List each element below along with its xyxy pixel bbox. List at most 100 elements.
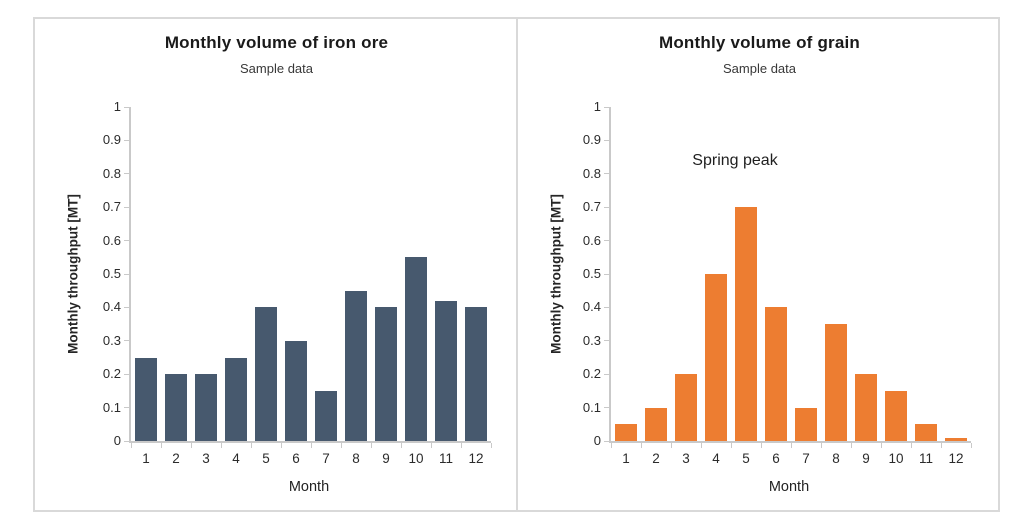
x-axis-label: Month xyxy=(288,479,330,495)
y-tick-label: 0.6 xyxy=(102,232,121,248)
y-tick-label: 0.7 xyxy=(582,199,601,215)
bar-month-10 xyxy=(885,390,907,441)
x-tick-label: 8 xyxy=(352,451,360,466)
x-tick-mark xyxy=(311,443,312,448)
x-tick-label: 2 xyxy=(172,451,180,466)
y-tick-mark xyxy=(604,139,609,141)
y-tick-mark xyxy=(604,407,609,409)
plot-area: 0 0.1 0.2 0.3 0.4 0.5 0.6 0.7 0.8 0.9 1 1 2 3 4 5 6 7 8 9 10… xyxy=(103,99,492,466)
y-tick-mark xyxy=(124,106,129,108)
x-tick-label: 6 xyxy=(292,451,300,466)
y-tick-label: 1 xyxy=(113,99,121,114)
x-tick-mark xyxy=(791,443,792,448)
y-tick-mark xyxy=(124,440,129,442)
y-tick-label: 1 xyxy=(593,99,601,114)
y-tick-mark xyxy=(604,306,609,308)
bar-month-4 xyxy=(225,357,247,441)
bar-month-9 xyxy=(375,307,397,441)
x-tick-mark xyxy=(371,443,372,448)
x-tick-label: 10 xyxy=(888,451,904,466)
x-tick-mark xyxy=(971,443,972,448)
x-tick-mark xyxy=(611,443,612,448)
x-tick-mark xyxy=(461,443,462,448)
chart-title: Monthly volume of iron ore xyxy=(164,33,389,52)
chart-subtitle: Sample data xyxy=(240,61,313,76)
x-tick-label: 9 xyxy=(862,451,870,466)
y-tick-mark xyxy=(604,173,609,175)
y-tick-label: 0.4 xyxy=(102,299,121,315)
x-tick-label: 7 xyxy=(802,451,810,466)
x-tick-label: 1 xyxy=(142,451,150,466)
bar-month-3 xyxy=(195,374,217,441)
x-tick-mark xyxy=(941,443,942,448)
x-tick-mark xyxy=(491,443,492,448)
bar-month-7 xyxy=(795,407,817,441)
x-tick-label: 3 xyxy=(202,451,210,466)
x-tick-label: 8 xyxy=(832,451,840,466)
x-tick-label: 1 xyxy=(622,451,630,466)
y-tick-mark xyxy=(604,206,609,208)
y-tick-label: 0.1 xyxy=(102,399,121,415)
y-tick-label: 0 xyxy=(113,433,121,448)
y-tick-label: 0.8 xyxy=(102,165,121,181)
bar-month-10 xyxy=(405,257,427,441)
x-tick-label: 10 xyxy=(408,451,424,466)
y-tick-mark xyxy=(604,106,609,108)
y-tick-label: 0.8 xyxy=(582,165,601,181)
y-tick-mark xyxy=(124,407,129,409)
bar-month-3 xyxy=(675,374,697,441)
x-tick-label: 12 xyxy=(948,451,964,466)
x-tick-mark xyxy=(701,443,702,448)
y-tick-mark xyxy=(604,273,609,275)
x-tick-mark xyxy=(401,443,402,448)
y-tick-label: 0.9 xyxy=(102,132,121,148)
y-tick-mark xyxy=(124,273,129,275)
x-tick-mark xyxy=(881,443,882,448)
y-tick-mark xyxy=(124,340,129,342)
bar-month-6 xyxy=(765,307,787,441)
y-tick-label: 0.4 xyxy=(582,299,601,315)
bar-month-7 xyxy=(315,390,337,441)
chart-subtitle: Sample data xyxy=(723,61,796,76)
bar-month-4 xyxy=(705,274,727,441)
bar-month-11 xyxy=(435,300,457,441)
y-tick-mark xyxy=(124,206,129,208)
x-tick-label: 7 xyxy=(322,451,330,466)
y-tick-label: 0.2 xyxy=(102,366,121,382)
y-tick-mark xyxy=(124,306,129,308)
chart-panel-iron-ore: Monthly volume of iron ore Sample data M… xyxy=(35,19,518,510)
y-tick-label: 0.1 xyxy=(582,399,601,415)
bar-month-5 xyxy=(735,207,757,441)
bar-month-11 xyxy=(915,424,937,441)
x-tick-label: 5 xyxy=(742,451,750,466)
plot-area: 0 0.1 0.2 0.3 0.4 0.5 0.6 0.7 0.8 0.9 1 1 2 3 4 5 6 7 8 9 10… xyxy=(583,99,972,466)
y-tick-label: 0 xyxy=(593,433,601,448)
x-tick-mark xyxy=(671,443,672,448)
y-tick-mark xyxy=(604,340,609,342)
x-tick-mark xyxy=(911,443,912,448)
x-tick-mark xyxy=(161,443,162,448)
x-tick-label: 3 xyxy=(682,451,690,466)
x-tick-label: 11 xyxy=(918,451,933,466)
x-tick-mark xyxy=(731,443,732,448)
y-tick-label: 0.3 xyxy=(102,332,121,348)
y-tick-mark xyxy=(604,440,609,442)
x-tick-mark xyxy=(341,443,342,448)
bar-month-8 xyxy=(825,324,847,441)
bar-month-5 xyxy=(255,307,277,441)
x-tick-mark xyxy=(131,443,132,448)
bar-month-9 xyxy=(855,374,877,441)
x-tick-label: 5 xyxy=(262,451,270,466)
y-tick-mark xyxy=(124,139,129,141)
bar-month-2 xyxy=(165,374,187,441)
x-tick-label: 4 xyxy=(232,451,240,466)
y-tick-label: 0.7 xyxy=(102,199,121,215)
x-tick-mark xyxy=(761,443,762,448)
x-tick-mark xyxy=(191,443,192,448)
y-tick-label: 0.5 xyxy=(102,266,121,281)
y-tick-label: 0.6 xyxy=(582,232,601,248)
x-tick-mark xyxy=(251,443,252,448)
x-tick-mark xyxy=(641,443,642,448)
y-tick-label: 0.3 xyxy=(582,332,601,348)
